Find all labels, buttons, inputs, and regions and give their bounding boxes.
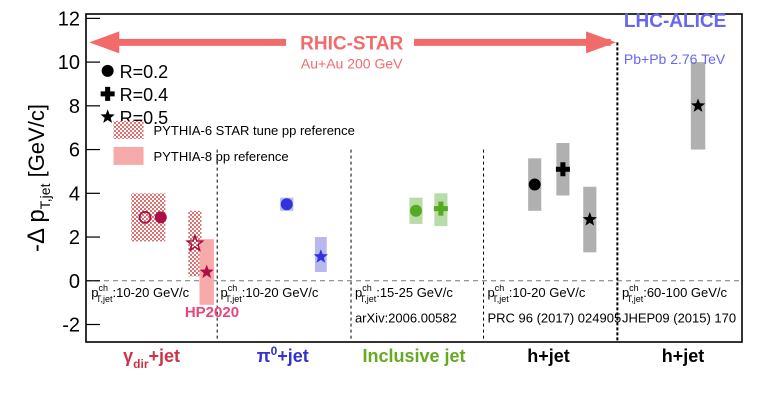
lhc-subtitle: Pb+Pb 2.76 TeV xyxy=(624,51,726,67)
legend-marker-label: R=0.2 xyxy=(120,62,169,82)
y-tick-label: 6 xyxy=(69,140,80,162)
legend-marker-label: R=0.4 xyxy=(120,85,169,105)
group-range-label: pch T,jet:15-25 GeV/c xyxy=(355,283,453,304)
y-tick-label: -2 xyxy=(62,315,80,337)
rhic-title: RHIC-STAR xyxy=(300,33,403,54)
y-tick-label: 4 xyxy=(69,183,80,205)
group-category-label: π0+jet xyxy=(257,344,309,366)
y-axis-title: -Δ pT,jet [GeV/c] xyxy=(23,104,53,252)
group-reference: PRC 96 (2017) 024905 xyxy=(487,310,621,325)
data-point xyxy=(313,249,328,263)
group-reference: arXiv:2006.00582 xyxy=(355,310,457,325)
y-tick-label: 12 xyxy=(58,8,80,30)
plot-area xyxy=(85,13,743,343)
legend-band-label: PYTHIA-8 pp reference xyxy=(154,149,289,164)
hp2020-label: HP2020 xyxy=(185,304,239,321)
data-point xyxy=(409,204,422,217)
group-range-label: pch T,jet:10-20 GeV/c xyxy=(91,283,189,304)
data-point xyxy=(154,211,167,224)
plot-frame xyxy=(85,13,743,343)
legend-marker-star xyxy=(100,109,115,123)
group-range-label: pch T,jet:10-20 GeV/c xyxy=(487,283,585,304)
data-point xyxy=(582,212,597,226)
chart-text: -2 0 2 4 6 8 10 12 -Δ pT,jet [GeV/c] RHIC-STARAu+… xyxy=(23,8,736,371)
group-category-label: h+jet xyxy=(662,346,705,366)
data-point xyxy=(199,264,214,279)
rhic-arrow-head-left xyxy=(89,31,120,54)
data-point xyxy=(690,98,706,112)
legend-band-solid xyxy=(113,146,144,165)
data-point xyxy=(528,178,541,191)
data-point xyxy=(555,162,570,177)
legend-marker-cross xyxy=(100,86,115,101)
group-category-label: γdir+jet xyxy=(123,346,180,371)
y-tick-label: 8 xyxy=(69,96,80,118)
group-range-label: pch T,jet:10-20 GeV/c xyxy=(220,283,318,304)
y-tick-label: 2 xyxy=(69,227,80,249)
data-point xyxy=(185,233,205,252)
group-category-label: Inclusive jet xyxy=(362,346,465,366)
group-reference: JHEP09 (2015) 170 xyxy=(622,310,736,325)
rhic-title-background xyxy=(286,30,414,55)
rhic-subtitle: Au+Au 200 GeV xyxy=(301,55,403,71)
lhc-title: LHC-ALICE xyxy=(624,11,726,32)
group-range-label: pch T,jet:60-100 GeV/c xyxy=(622,283,728,304)
systematic-band xyxy=(188,210,202,277)
data-point xyxy=(433,201,448,216)
y-tick-label: 0 xyxy=(69,271,80,293)
legend-band-hatched xyxy=(113,120,144,139)
legend-marker-circle xyxy=(101,64,114,77)
y-tick-label: 10 xyxy=(58,52,80,74)
rhic-arrow-head-right xyxy=(586,31,617,54)
legend-band-label: PYTHIA-6 STAR tune pp reference xyxy=(154,123,355,138)
data-point xyxy=(280,198,293,211)
data-point xyxy=(138,210,152,224)
group-category-label: h+jet xyxy=(527,346,570,366)
